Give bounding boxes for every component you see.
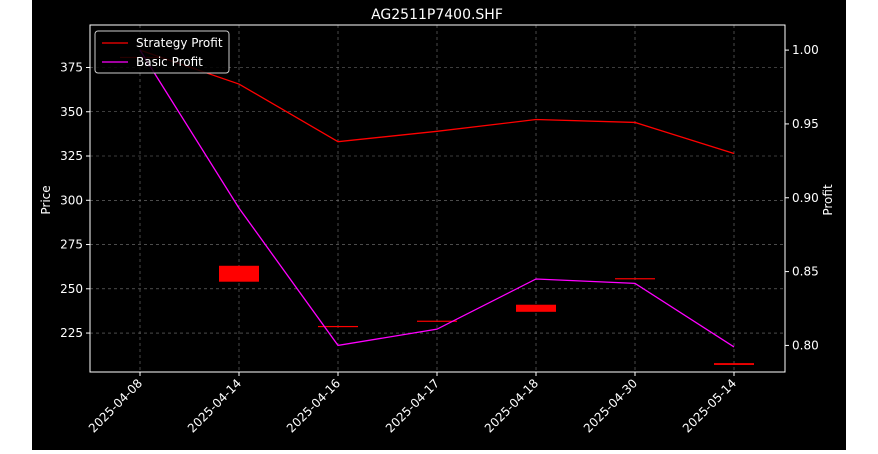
- legend-box: [94, 30, 230, 74]
- legend-label-basic-profit: Basic Profit: [136, 55, 203, 69]
- y-axis-label-right: Profit: [821, 184, 835, 216]
- y-tick-label-left: 225: [60, 326, 83, 340]
- candle-body: [318, 325, 358, 328]
- candles: [120, 56, 754, 365]
- chart-figure: 2025-04-08 2025-04-14 2025-04-16 2025-04-17…: [32, 0, 846, 450]
- legend-label-strategy-profit: Strategy Profit: [136, 36, 223, 50]
- y-axis-label-left: Price: [39, 185, 53, 214]
- y-tick-label-left: 250: [60, 282, 83, 296]
- candle-body: [714, 363, 754, 365]
- series-line-basic-profit: [139, 49, 735, 348]
- series-line-strategy-profit: [139, 49, 735, 155]
- y-tick-label-left: 275: [60, 238, 83, 252]
- series-lines: [139, 49, 735, 348]
- y-tick-label-left: 300: [60, 193, 83, 207]
- candle-body: [219, 265, 259, 282]
- y-tick-label-right: 0.90: [792, 191, 819, 205]
- candle-body: [615, 278, 655, 280]
- legend: Strategy Profit Basic Profit: [94, 30, 230, 74]
- y-tick-label-right: 0.80: [792, 338, 819, 352]
- chart-svg: 2025-04-08 2025-04-14 2025-04-16 2025-04-17…: [32, 0, 846, 450]
- candle-body: [516, 304, 556, 312]
- y-tick-label-left: 350: [60, 105, 83, 119]
- y-tick-label-left: 325: [60, 149, 83, 163]
- candle-body: [417, 320, 457, 322]
- y-tick-label-right: 0.95: [792, 117, 819, 131]
- chart-title: AG2511P7400.SHF: [371, 7, 503, 23]
- y-tick-label-left: 375: [60, 60, 83, 74]
- y-tick-label-right: 0.85: [792, 265, 819, 279]
- y-tick-label-right: 1.00: [792, 43, 819, 57]
- figure-background: [32, 0, 846, 450]
